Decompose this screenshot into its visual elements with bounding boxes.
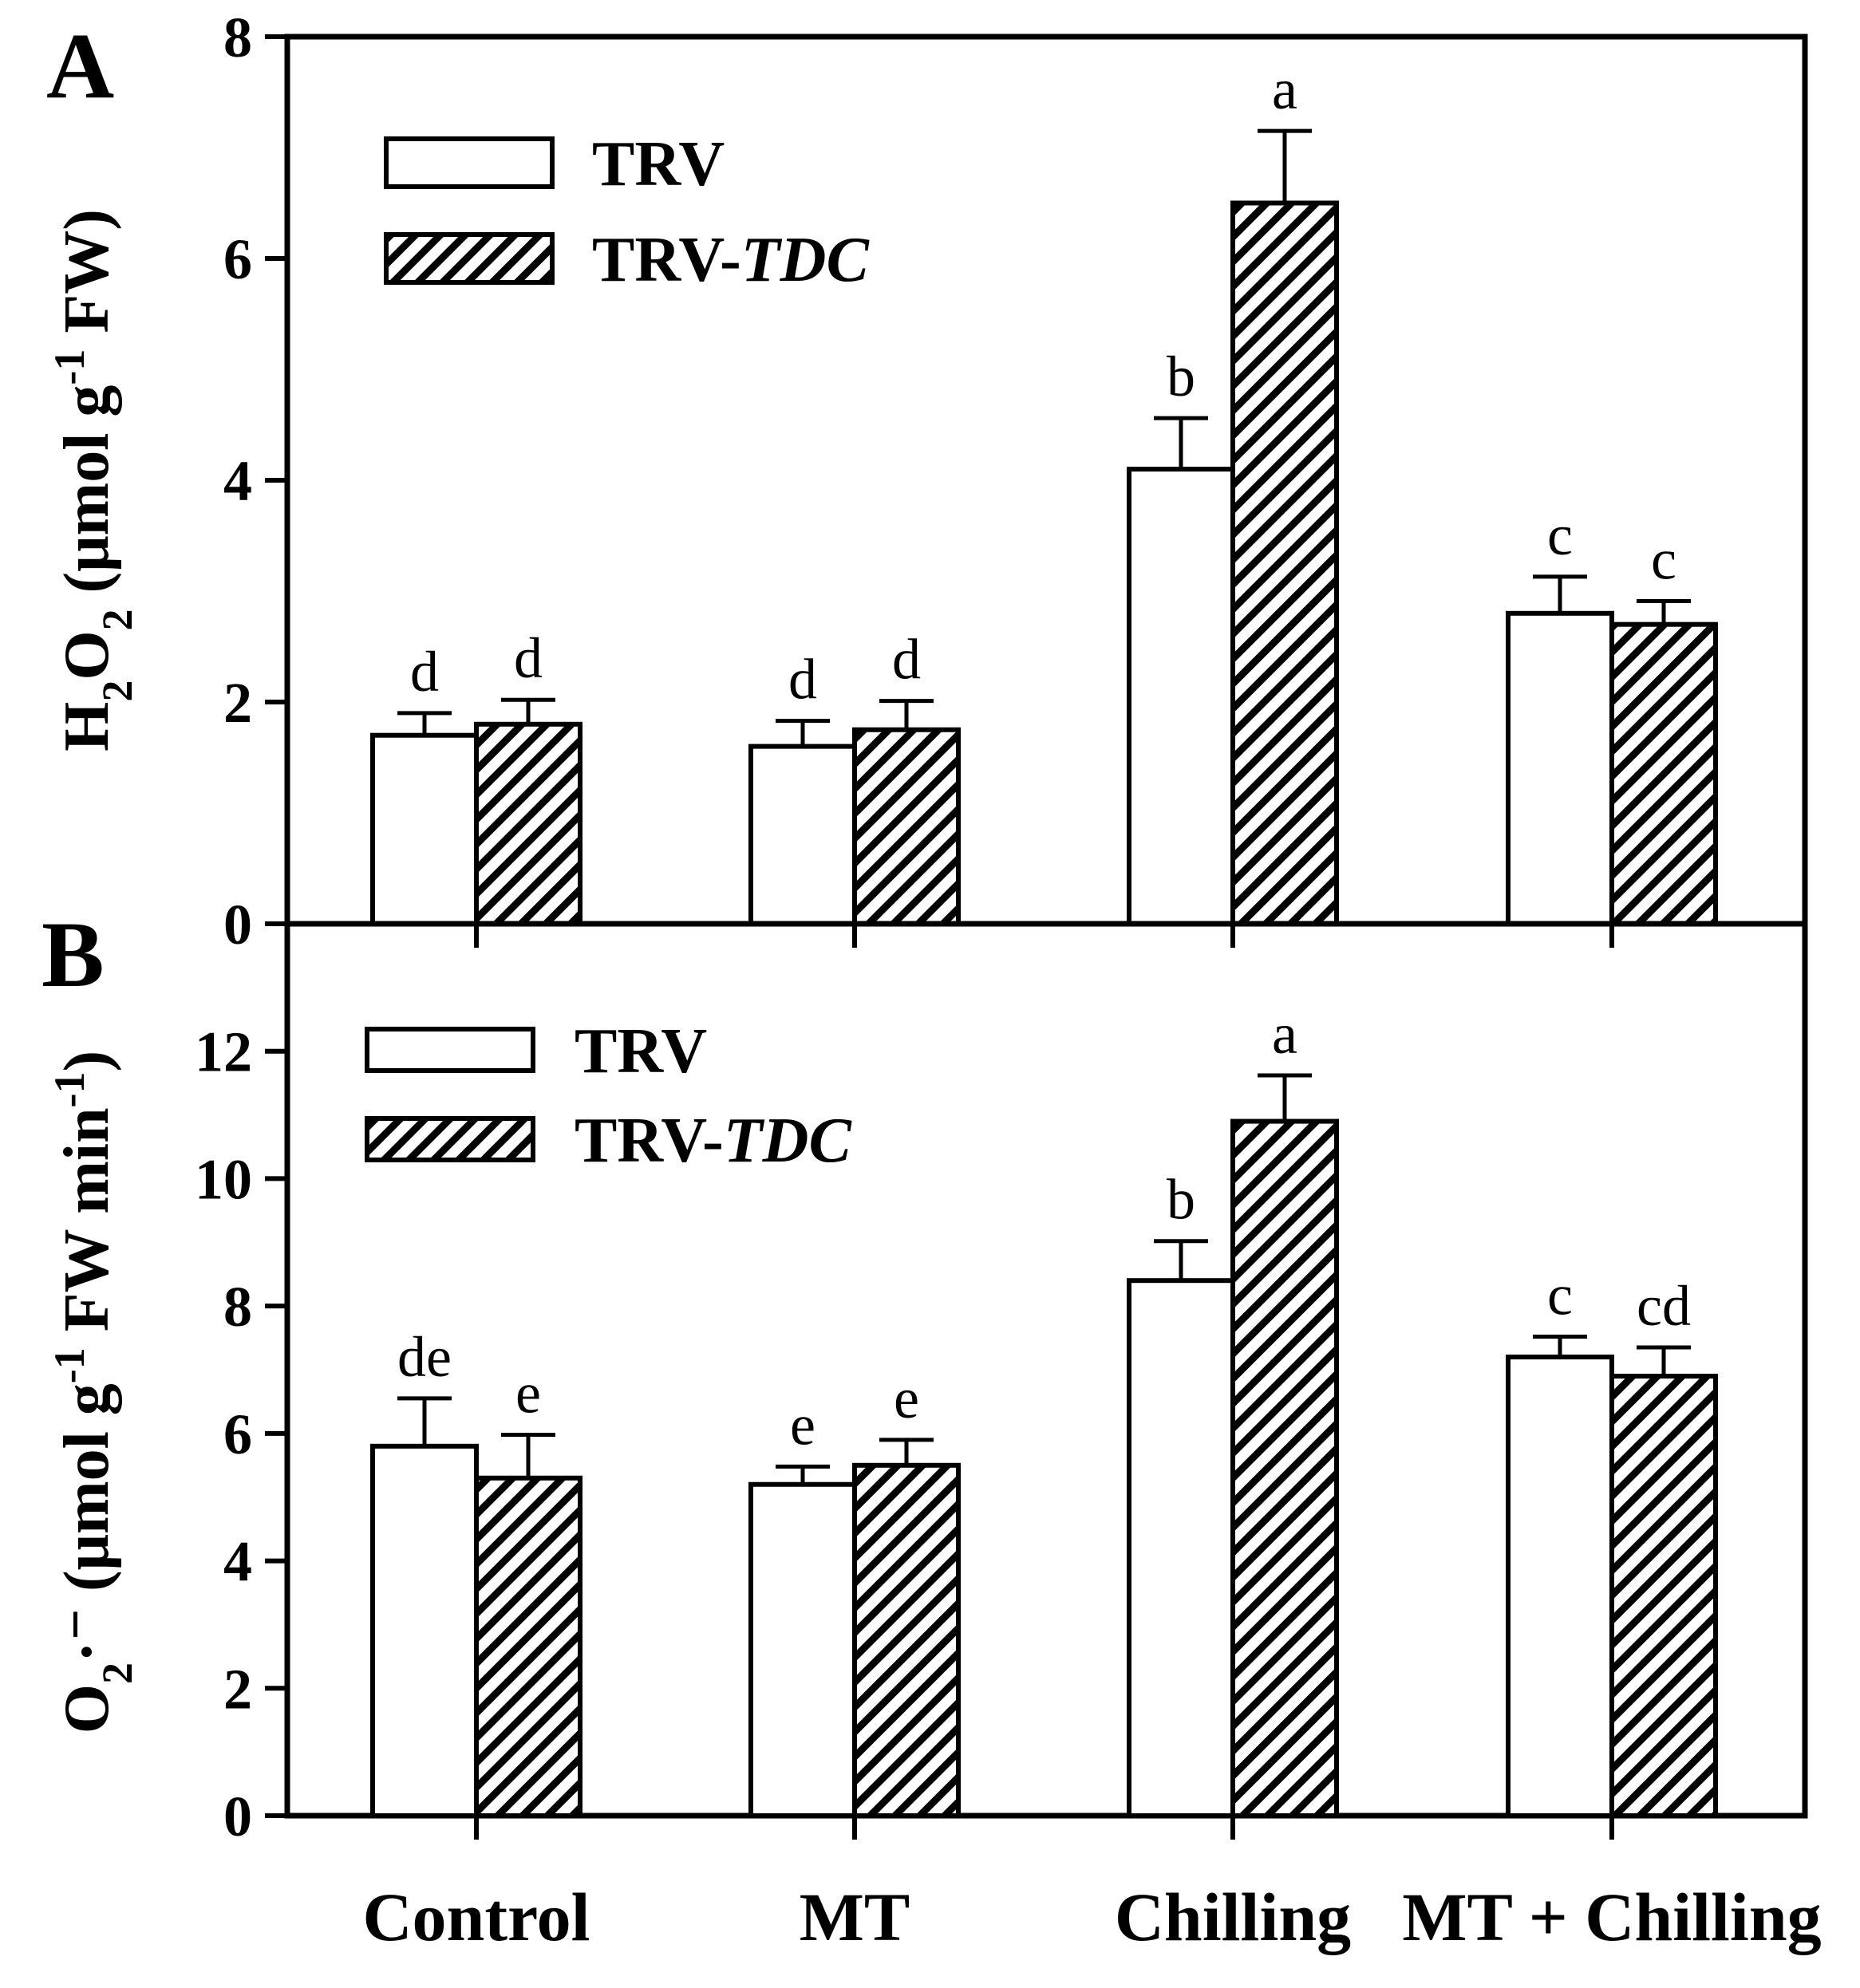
legend-b-trv-label: TRV (575, 1016, 707, 1087)
panel-letter-a: A (46, 14, 114, 118)
panel-a-bar-trv (748, 744, 857, 926)
panel-b-bar-trv (1127, 1278, 1235, 1818)
panel-b-y-tick-label: 8 (223, 1275, 252, 1339)
panel-a-bar-trv-tdc (1609, 621, 1718, 926)
legend-a-trv-swatch (384, 136, 555, 189)
panel-b-error-bar (1533, 1334, 1587, 1358)
panel-a-bar-trv (1506, 610, 1614, 926)
panel-b-error-bar (397, 1396, 452, 1446)
panel-a-error-bar (501, 697, 555, 724)
legend-a-trv-tdc-swatch (384, 232, 555, 285)
panel-a-bar-trv-tdc (852, 727, 961, 926)
panel-b-y-axis-label: O2·⁻ (μmol g-1 FW min-1) (45, 1051, 141, 1734)
panel-a-y-tick-label: 4 (223, 449, 252, 513)
panel-a-y-axis-label: H2O2 (μmol g-1 FW) (45, 209, 141, 751)
panel-b-significance-letter: e (515, 1361, 541, 1425)
panel-b-y-tick-label: 12 (195, 1020, 252, 1084)
panel-b-bars (370, 1118, 1718, 1819)
panel-b-significance-letter: cd (1637, 1274, 1691, 1338)
panel-b-legend: TRV TRV-TDC (365, 1016, 852, 1176)
panel-a-significance-letter: c (1547, 503, 1573, 567)
panel-b-error-bar (1637, 1345, 1691, 1376)
panel-a-error-bars (397, 128, 1691, 747)
panel-a-significance-letter: b (1167, 345, 1195, 408)
panel-b-bar-trv-tdc (1230, 1118, 1339, 1818)
panel-b-y-axis: 0 2 4 6 8 10 12 (195, 1020, 1614, 1848)
panel-a-significance-letter: d (514, 626, 543, 690)
panel-a-h2o2-chart: 0 2 4 6 8 d d b c d d a c TRV TRV-TDC H2O2 (μmol g-… (45, 6, 1808, 957)
panel-a-bar-trv (370, 732, 479, 927)
panel-a-error-bar (776, 719, 830, 747)
panel-a-significance-letters: d d b c d d a c (410, 57, 1676, 711)
panel-b-bar-trv-tdc (852, 1462, 961, 1819)
x-category-label: Control (362, 1879, 590, 1955)
legend-b-trv-tdc-swatch (365, 1116, 535, 1162)
panel-a-significance-letter: d (892, 628, 921, 692)
x-category-label: MT + Chilling (1402, 1879, 1821, 1955)
panel-b-y-tick-label: 4 (223, 1530, 252, 1594)
panel-a-significance-letter: a (1272, 57, 1297, 121)
panel-b-error-bars (397, 1073, 1691, 1485)
panel-b-significance-letter: b (1167, 1168, 1195, 1232)
panel-a-error-bar (1637, 599, 1691, 625)
panel-b-significance-letter: a (1272, 1002, 1297, 1066)
panel-a-error-bar (1258, 128, 1312, 203)
panel-letter-b: B (41, 902, 105, 1007)
panel-b-error-bar (1258, 1073, 1312, 1122)
panel-a-y-tick-label: 8 (223, 6, 252, 69)
panel-a-y-tick-label: 2 (223, 671, 252, 735)
panel-b-error-bar (1154, 1239, 1208, 1281)
panel-a-error-bar (1533, 574, 1587, 613)
x-axis: Control MT Chilling MT + Chilling (362, 1879, 1821, 1955)
legend-a-trv-tdc-label: TRV-TDC (592, 225, 870, 295)
panel-a-error-bar (1154, 416, 1208, 470)
legend-b-trv-swatch (365, 1027, 535, 1073)
panel-a-y-axis: 0 2 4 6 8 (223, 6, 1614, 957)
legend-b-trv-tdc-label: TRV-TDC (575, 1106, 852, 1176)
panel-a-significance-letter: c (1651, 528, 1676, 592)
panel-b-error-bar (501, 1432, 555, 1478)
panel-a-bar-trv-tdc (474, 721, 582, 926)
panel-a-significance-letter: d (788, 648, 817, 712)
panel-b-frame (284, 921, 1808, 1819)
panel-a-y-tick-label: 6 (223, 227, 252, 291)
panel-a-legend: TRV TRV-TDC (384, 129, 870, 295)
panel-a-bars (370, 200, 1718, 927)
panel-a-y-tick-label: 0 (223, 893, 252, 957)
legend-a-trv-label: TRV (592, 129, 725, 199)
panel-b-significance-letter: e (894, 1367, 919, 1430)
x-category-label: Chilling (1115, 1879, 1351, 1955)
panel-a-bar-trv (1127, 467, 1235, 926)
panel-b-error-bar (879, 1438, 934, 1465)
panel-b-significance-letter: e (790, 1393, 815, 1457)
panel-b-y-tick-label: 2 (223, 1657, 252, 1721)
panel-a-error-bar (397, 711, 452, 736)
panel-b-bar-trv (370, 1443, 479, 1819)
panel-b-bar-trv (748, 1481, 857, 1818)
panel-b-y-tick-label: 0 (223, 1785, 252, 1848)
panel-b-y-tick-label: 6 (223, 1402, 252, 1466)
panel-b-bar-trv-tdc (474, 1475, 582, 1819)
panel-b-significance-letter: de (397, 1325, 452, 1389)
panel-a-error-bar (879, 699, 934, 730)
panel-b-bar-trv-tdc (1609, 1373, 1718, 1818)
panel-b-y-tick-label: 10 (195, 1147, 252, 1211)
panel-a-bar-trv-tdc (1230, 200, 1339, 926)
x-category-label: MT (800, 1879, 910, 1955)
panel-a-significance-letter: d (410, 640, 439, 704)
panel-b-significance-letter: c (1547, 1263, 1573, 1327)
panel-b-bar-trv (1506, 1355, 1614, 1818)
panel-b-error-bar (776, 1464, 830, 1485)
